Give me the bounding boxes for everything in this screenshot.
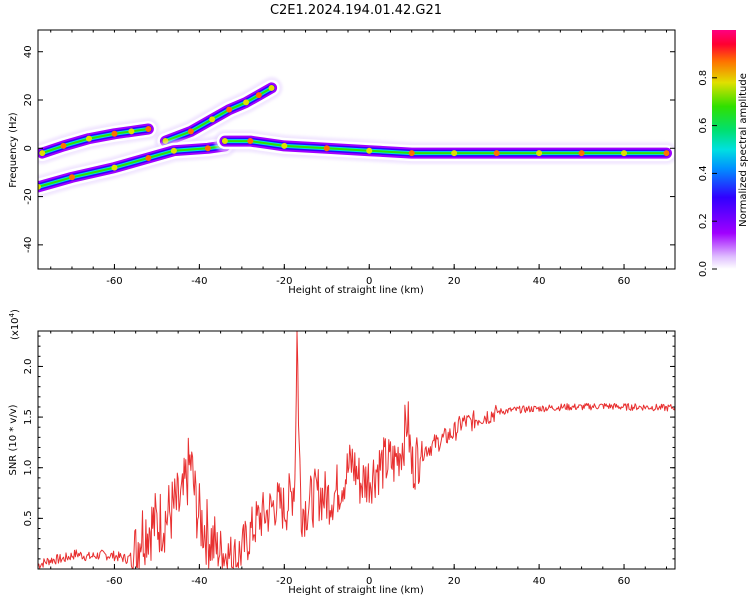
- colorbar-label: Normalized spectral amplitude: [738, 73, 749, 227]
- spectral-trace-1-peak: [209, 116, 216, 123]
- snr-y-tick-label: 2.0: [23, 358, 34, 374]
- snr-panel: -60 -40 -20 0 20 40 60 0.5 1.0 1.5 2.0 Height of s…: [8, 309, 676, 596]
- snr-x-tick-label: 40: [533, 576, 546, 587]
- colorbar: 0.0 0.2 0.4 0.6 0.8 Normalized spectral ampl…: [698, 30, 749, 277]
- spectrogram-x-tick-label: -20: [276, 276, 292, 287]
- spectral-trace-2-peak: [145, 154, 152, 161]
- spectrogram-frame: [37, 29, 676, 270]
- spectral-trace-3-peak: [536, 150, 543, 157]
- colorbar-tick-label: 0.8: [698, 70, 709, 86]
- colorbar-gradient: [712, 30, 736, 269]
- spectrogram-x-tick-label: -40: [191, 276, 207, 287]
- spectrogram-y-tick-label: 0: [23, 145, 34, 151]
- spectrogram-y-tick-label: 40: [23, 45, 34, 58]
- spectrogram-x-tick-label: 20: [448, 276, 461, 287]
- spectral-trace-2-peak: [170, 147, 177, 154]
- spectrogram-y-tick-label: -40: [23, 237, 34, 253]
- spectral-trace-3-band-4: [223, 140, 668, 155]
- spectral-trace-2-peak: [204, 145, 211, 152]
- spectral-trace-3-peak: [323, 145, 330, 152]
- spectral-trace-2-peak: [38, 183, 41, 190]
- spectrogram-x-tick-label: 40: [533, 276, 546, 287]
- spectral-trace-3-peak: [281, 142, 288, 149]
- snr-axes: -60 -40 -20 0 20 40 60 0.5 1.0 1.5 2.0: [23, 331, 675, 587]
- spectral-trace-3-peak: [493, 150, 500, 157]
- spectral-trace-1-peak: [268, 84, 275, 91]
- spectrogram-x-axis-label: Height of straight line (km): [288, 285, 424, 296]
- spectral-trace-3-peak: [621, 150, 628, 157]
- spectrogram-panel: -60 -40 -20 0 20 40 60 -40 -20 0 20 40 Height of st…: [8, 29, 676, 296]
- spectrogram-x-tick-label: 0: [366, 276, 372, 287]
- spectral-trace-3-peak: [247, 138, 254, 145]
- spectrogram-y-axis-label: Frequency (Hz): [8, 112, 19, 188]
- snr-multiplier-label: (x104): [8, 309, 21, 340]
- spectral-trace-1-peak: [226, 106, 233, 113]
- spectral-trace-2-peak: [68, 174, 75, 181]
- spectral-trace-0-peak: [111, 130, 118, 137]
- spectrogram-x-tick-label: -60: [106, 276, 122, 287]
- colorbar-tick-label: 0.6: [698, 118, 709, 134]
- snr-x-tick-label: 60: [618, 576, 631, 587]
- colorbar-tick-label: 0.2: [698, 213, 709, 229]
- spectral-trace-1-peak: [187, 128, 194, 135]
- spectral-trace-3-peak: [663, 150, 670, 157]
- snr-y-tick-label: 0.5: [23, 510, 34, 526]
- colorbar-tick-label: 0.4: [698, 165, 709, 181]
- spectral-trace-3-peak: [366, 147, 373, 154]
- spectral-trace-0-peak: [60, 142, 67, 149]
- spectrogram-y-tick-label: 20: [23, 94, 34, 107]
- snr-x-tick-label: 0: [366, 576, 372, 587]
- spectral-trace-3-peak: [221, 138, 228, 145]
- spectral-trace-3-peak: [578, 150, 585, 157]
- spectral-trace-0-peak: [85, 135, 92, 142]
- spectrogram-traces: [38, 76, 675, 198]
- snr-frame: [37, 330, 676, 570]
- colorbar-tick-label: 0.0: [698, 261, 709, 277]
- colorbar-ticks: 0.0 0.2 0.4 0.6 0.8: [698, 70, 717, 277]
- snr-y-tick-label: 1.0: [23, 460, 34, 476]
- snr-y-tick-label: 1.5: [23, 409, 34, 425]
- spectral-trace-3-peak: [451, 150, 458, 157]
- snr-x-tick-label: 20: [448, 576, 461, 587]
- spectral-trace-0-peak: [128, 128, 135, 135]
- spectral-trace-3-peak: [408, 150, 415, 157]
- chart-title: C2E1.2024.194.01.42.G21: [270, 3, 442, 18]
- spectral-trace-2-peak: [111, 164, 118, 171]
- spectrogram-axes: -60 -40 -20 0 20 40 60 -40 -20 0 20 40: [23, 30, 675, 287]
- snr-y-axis-label: SNR (10 * v/v): [8, 404, 19, 475]
- spectral-trace-0-peak: [145, 125, 152, 132]
- snr-x-tick-label: -20: [276, 576, 292, 587]
- snr-x-tick-label: -40: [191, 576, 207, 587]
- snr-x-tick-label: -60: [106, 576, 122, 587]
- spectrogram-y-tick-label: -20: [23, 188, 34, 204]
- spectrogram-x-tick-label: 60: [618, 276, 631, 287]
- spectral-trace-0-peak: [39, 150, 46, 157]
- spectral-trace-1-peak: [243, 99, 250, 106]
- snr-x-axis-label: Height of straight line (km): [288, 585, 424, 596]
- spectral-trace-1-peak: [255, 92, 262, 99]
- snr-series-line: [38, 331, 675, 569]
